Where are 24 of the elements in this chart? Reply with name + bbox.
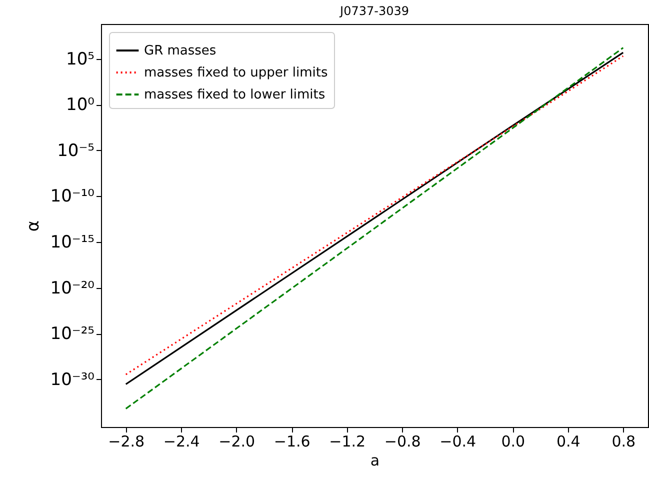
x-tick-label: −1.2 (329, 432, 366, 450)
x-tick-label: −2.4 (163, 432, 200, 450)
y-tick-label: 10⁰ (66, 95, 95, 116)
y-tick-label: 10⁵ (66, 49, 94, 70)
y-tick-label: 10⁻¹⁰ (50, 186, 95, 207)
x-tick-label: −2.8 (108, 432, 145, 450)
x-tick-label: −2.0 (218, 432, 256, 450)
y-tick-label: 10⁻²⁵ (50, 324, 94, 344)
y-tick-label: 10⁻⁵ (57, 140, 94, 161)
legend-label: masses fixed to upper limits (144, 66, 328, 80)
x-tick-label: −1.6 (274, 432, 310, 450)
y-axis-title: α (23, 220, 44, 232)
x-tick-label: −0.8 (384, 432, 421, 450)
x-tick-label: 0.4 (556, 432, 580, 450)
x-axis-title: a (370, 452, 380, 470)
y-tick-label: 10⁻²⁰ (50, 278, 95, 298)
y-tick-label: 10⁻¹⁵ (50, 232, 94, 252)
y-tick-label: 10⁻³⁰ (50, 370, 95, 390)
legend-label: masses fixed to lower limits (144, 88, 326, 102)
legend-label: GR masses (144, 44, 216, 58)
x-tick-label: −0.4 (440, 432, 476, 450)
chart-title: J0737-3039 (339, 4, 409, 18)
x-tick-label: 0.0 (501, 432, 526, 450)
x-tick-label: 0.8 (612, 432, 636, 450)
